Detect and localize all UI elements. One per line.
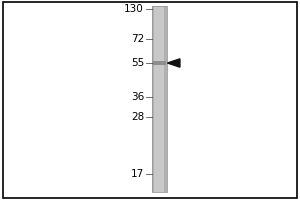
Bar bbox=[152, 61, 166, 65]
Text: 130: 130 bbox=[124, 4, 144, 14]
Text: 55: 55 bbox=[131, 58, 144, 68]
Text: 17: 17 bbox=[131, 169, 144, 179]
Text: 36: 36 bbox=[131, 92, 144, 102]
Bar bbox=[152, 6, 166, 192]
Bar bbox=[152, 6, 166, 192]
Polygon shape bbox=[167, 59, 180, 67]
Bar bbox=[164, 6, 166, 192]
Text: 28: 28 bbox=[131, 112, 144, 122]
Text: 72: 72 bbox=[131, 34, 144, 44]
Bar bbox=[152, 6, 154, 192]
